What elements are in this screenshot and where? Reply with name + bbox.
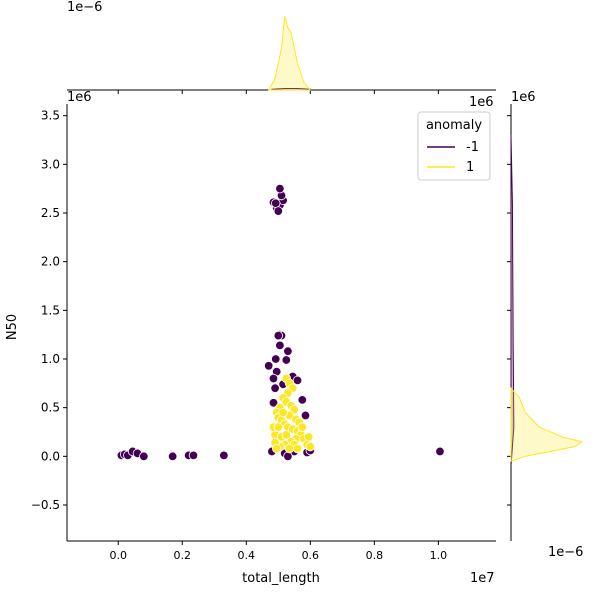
scatter-points [116,183,445,462]
top-marginal-offset-label: 1e−6 [67,0,102,15]
scatter-point-anomaly-pos [297,422,308,432]
right-kde-anomaly-neg [510,135,515,467]
scatter-point-anomaly-neg [268,373,279,384]
x-tick-label: 0.6 [302,549,320,562]
legend: anomaly -1 1 [417,111,491,181]
x-tick-label: 0.4 [238,549,256,562]
scatter-point-anomaly-neg [263,361,274,371]
scatter-point-anomaly-neg [275,183,285,194]
legend-label-anomaly-pos: 1 [466,160,474,175]
legend-box [417,111,491,181]
right-kde-anomaly-pos [510,386,584,462]
x-tick-label: 0.2 [174,549,192,562]
scatter-point-anomaly-neg [435,446,445,457]
y-tick-label: 0.5 [41,401,60,415]
legend-title: anomaly [426,118,482,133]
x-tick-label: 0.8 [366,549,384,562]
scatter-point-anomaly-pos [273,422,283,432]
main-axes: 0.0 0.2 0.4 0.6 0.8 1.0 −0.5 0.0 0.5 1.0 1.5 2.0 2.5… [31,104,496,562]
right-marginal-offset-label-bottom: 1e−6 [548,545,583,560]
scatter-point-anomaly-pos [305,441,316,452]
scatter-point-anomaly-pos [281,430,292,440]
y-tick-label: 2.5 [41,206,60,220]
x-tick-label: 0.0 [109,549,127,562]
scatter-point-anomaly-neg [273,330,283,341]
scatter-point-anomaly-pos [278,407,288,418]
scatter-point-anomaly-neg [139,451,149,462]
y-tick-label: 2.0 [41,255,60,269]
scatter-point-anomaly-neg [283,451,293,462]
y-offset-label: 1e6 [67,90,92,105]
x-offset-label: 1e7 [470,571,495,586]
top-marginal-plot [67,16,496,94]
right-marginal-plot [507,104,584,541]
y-tick-label: 3.0 [41,157,60,171]
scatter-point-anomaly-neg [270,383,280,393]
scatter-point-anomaly-neg [300,410,311,421]
scatter-point-anomaly-neg [281,355,292,365]
right-marginal-offset-label-top: 1e6 [469,95,494,110]
scatter-point-anomaly-neg [271,198,281,208]
scatter-point-anomaly-pos [284,443,295,454]
scatter-point-anomaly-pos [271,443,282,454]
y-tick-label: 0.0 [41,449,60,463]
legend-label-anomaly-neg: -1 [466,140,479,155]
scatter-point-anomaly-neg [188,450,199,461]
top-kde-anomaly-pos [267,16,312,91]
x-axis-label: total_length [242,571,320,586]
x-tick-label: 1.0 [430,549,448,562]
scatter-point-anomaly-neg [167,451,178,462]
y-tick-label: 1.5 [41,303,60,317]
scatter-point-anomaly-neg [219,450,229,461]
scatter-point-anomaly-neg [271,354,281,364]
scatter-point-anomaly-neg [275,340,285,351]
y-tick-label: −0.5 [31,498,60,512]
scatter-point-anomaly-pos [304,432,314,442]
scatter-point-anomaly-pos [292,443,303,454]
scatter-point-anomaly-neg [292,375,303,386]
scatter-point-anomaly-neg [283,346,293,356]
scatter-point-anomaly-neg [268,398,279,408]
y-tick-label: 3.5 [41,109,60,123]
y-tick-label: 1.0 [41,352,60,366]
scatter-point-anomaly-neg [297,395,308,405]
y-axis-label: N50 [5,314,20,340]
scatter-point-anomaly-neg [273,206,283,216]
right-top-offset-label: 1e6 [511,90,536,105]
